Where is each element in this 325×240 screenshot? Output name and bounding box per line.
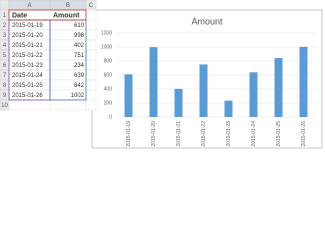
row-number: 2 [3,23,7,29]
cell [85,89,97,101]
cell-text: 998 [74,33,85,39]
cell-text: 2015-01-26 [12,93,43,99]
row-number: 4 [3,43,7,49]
chart-title: Amount [191,16,223,26]
x-tick-label: 2015-01-23 [226,121,232,147]
y-tick-label: 800 [104,58,113,64]
cell-text: Date [12,12,27,19]
cell-text: 751 [74,53,85,59]
column-label: C [89,3,94,9]
cell-text: 402 [74,43,85,49]
x-tick-label: 2015-01-26 [301,121,307,147]
cell [85,99,97,111]
cell [85,69,97,81]
row-number: 1 [3,13,7,19]
x-tick-label: 2015-01-19 [126,121,132,147]
y-tick-label: 400 [104,86,113,92]
x-tick-label: 2015-01-20 [151,121,157,147]
cell-text: 842 [74,83,85,89]
bar [224,100,233,117]
column-label: B [66,3,70,9]
cell-text: 2015-01-24 [12,73,43,79]
bar [124,74,133,117]
cell [85,9,97,21]
row-number: 9 [3,93,7,99]
cell-text: 2015-01-19 [12,23,43,29]
cell [85,39,97,51]
cell [85,19,97,31]
cell [85,49,97,61]
cell-text: 2015-01-25 [12,83,43,89]
bar [149,47,158,117]
row-number: 6 [3,63,7,69]
y-tick-label: 1000 [101,44,112,50]
y-tick-label: 600 [104,72,113,78]
row-number: 8 [3,83,7,89]
cell [85,29,97,41]
cell-text: 2015-01-20 [12,33,43,39]
cell [8,99,51,111]
bar [274,58,283,117]
cell [49,99,87,111]
cell-text: 2015-01-22 [12,53,43,59]
cell [85,79,97,91]
row-number: 3 [3,33,7,39]
cell [85,59,97,71]
row-number: 5 [3,53,7,59]
bar [199,64,208,117]
cell-text: 2015-01-23 [12,63,43,69]
cell-text: 1002 [71,93,85,99]
row-number: 7 [3,73,7,79]
cell-text: 610 [74,23,85,29]
bar [249,72,258,117]
corner [0,0,10,11]
y-tick-label: 1200 [101,30,112,36]
column-label: A [27,3,31,9]
x-tick-label: 2015-01-25 [276,121,282,147]
y-tick-label: 0 [109,114,112,120]
x-tick-label: 2015-01-21 [176,121,182,147]
cell-text: Amount [53,12,80,19]
x-tick-label: 2015-01-24 [251,121,257,147]
cell-text: 234 [74,63,85,69]
y-tick-label: 200 [104,100,113,106]
bar [299,46,308,117]
cell-text: 639 [74,73,85,79]
cell-text: 2015-01-21 [12,43,43,49]
row-number: 10 [1,103,8,109]
bar [174,88,183,117]
x-tick-label: 2015-01-22 [201,121,207,147]
range-header [8,9,87,21]
